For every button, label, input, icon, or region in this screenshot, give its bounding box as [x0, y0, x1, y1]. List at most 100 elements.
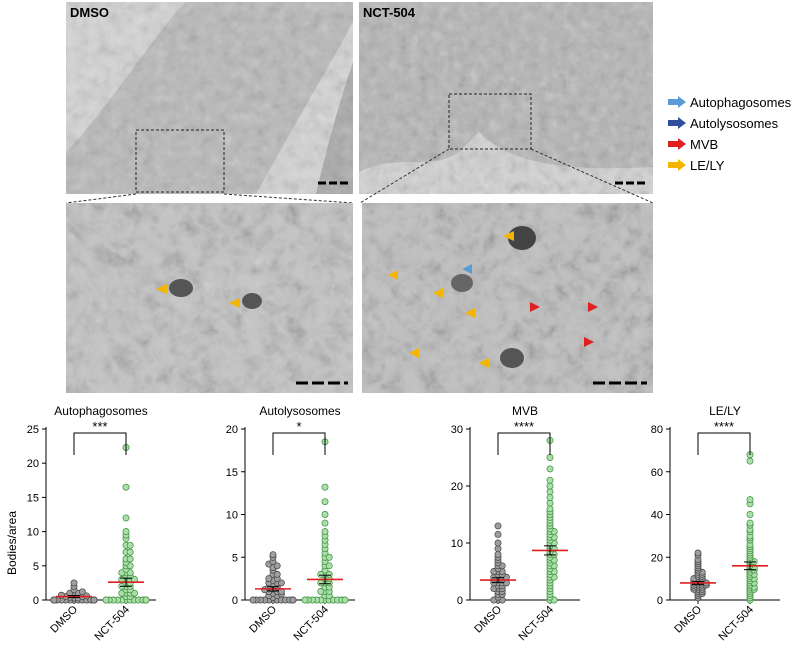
x-tick-label: NCT-504 [717, 604, 757, 644]
significance-bracket [697, 432, 751, 455]
x-tick-label: NCT-504 [292, 604, 332, 644]
data-point [70, 579, 78, 587]
data-point [325, 562, 333, 570]
data-point [142, 596, 150, 604]
y-tick-label: 10 [226, 510, 238, 522]
y-axis-label: Bodies/area [5, 511, 19, 575]
x-tick-label: NCT-504 [93, 604, 133, 644]
micrograph-nct504-overview-image [359, 2, 653, 194]
data-point [546, 499, 554, 507]
micrograph-dmso-zoom [66, 203, 353, 393]
y-tick-label: 20 [226, 424, 238, 436]
y-tick-label: 0 [657, 595, 663, 607]
data-point [325, 570, 333, 578]
data-point [694, 549, 702, 557]
data-point [126, 548, 134, 556]
y-tick-label: 5 [232, 552, 238, 564]
data-point [317, 587, 325, 595]
data-point [126, 555, 134, 563]
data-point [546, 488, 554, 496]
data-point [321, 519, 329, 527]
data-point [249, 596, 257, 604]
plot-title: Autolysosomes [259, 404, 340, 418]
data-point [50, 596, 58, 604]
arrow-right-icon [668, 138, 686, 150]
data-point [321, 528, 329, 536]
data-point [102, 596, 110, 604]
scatter-plot-2: MVB 0 10 20 30 DMSO NCT-504 **** [451, 404, 580, 643]
panel-label-nct504: NCT-504 [363, 5, 416, 20]
x-tick-label: DMSO [672, 603, 704, 635]
significance-bracket [73, 432, 127, 455]
data-point [325, 553, 333, 561]
micrograph-nct504-zoom [362, 203, 653, 393]
y-tick-label: 30 [451, 424, 463, 436]
significance-label: **** [514, 419, 534, 434]
data-point [546, 476, 554, 484]
data-point [289, 596, 297, 604]
data-point [122, 483, 130, 491]
legend-label: LE/LY [690, 157, 725, 173]
data-point [277, 579, 285, 587]
legend-item-autophagosomes: Autophagosomes [668, 92, 791, 112]
y-tick-label: 15 [226, 467, 238, 479]
data-point [126, 541, 134, 549]
arrow-right-icon [668, 117, 686, 129]
zoom-connectors [65, 148, 654, 204]
data-point [494, 545, 502, 553]
legend-item-mvb: MVB [668, 134, 791, 154]
data-point [494, 550, 502, 558]
data-point [494, 522, 502, 530]
y-tick-label: 10 [27, 527, 39, 539]
data-point [746, 519, 754, 527]
micrograph-nct504-overview: NCT-504 [359, 2, 653, 194]
legend-item-autolysosomes: Autolysosomes [668, 113, 791, 133]
legend-label: Autolysosomes [690, 115, 779, 131]
legend-item-le-ly: LE/LY [668, 155, 791, 175]
data-point [546, 493, 554, 501]
data-point [317, 570, 325, 578]
data-point [78, 588, 86, 596]
y-tick-label: 80 [651, 424, 663, 436]
plot-title: MVB [512, 404, 538, 418]
y-tick-label: 10 [451, 538, 463, 550]
scatter-plot-3: LE/LY 0 20 40 60 80 DMSO NCT-504 **** [651, 404, 780, 643]
arrow-right-icon [668, 159, 686, 171]
significance-label: **** [714, 419, 734, 434]
significance-bracket [272, 432, 326, 455]
micrograph-dmso-overview-image [66, 2, 353, 194]
arrow-right-icon [668, 96, 686, 108]
scatter-plot-1: Autolysosomes 0 5 10 15 20 DMSO NCT-504 * [226, 404, 355, 643]
data-point [546, 482, 554, 490]
micrograph-nct504-zoom-image [362, 203, 653, 393]
y-tick-label: 20 [27, 458, 39, 470]
significance-label: * [296, 419, 301, 434]
data-point [341, 596, 349, 604]
y-tick-label: 60 [651, 467, 663, 479]
data-point [321, 511, 329, 518]
micrograph-dmso-overview: DMSO [66, 2, 353, 194]
x-tick-label: DMSO [48, 603, 80, 635]
y-tick-label: 0 [232, 595, 238, 607]
organelle-legend: Autophagosomes Autolysosomes MVB LE/LY [668, 92, 791, 176]
data-point [321, 498, 329, 506]
y-tick-label: 5 [33, 561, 39, 573]
significance-bracket [497, 432, 551, 455]
plot-title: LE/LY [709, 404, 741, 418]
data-point [546, 505, 554, 513]
quantification-plots: Bodies/area Autophagosomes 0 5 10 15 20 25 DMSO… [5, 404, 780, 643]
data-point [57, 591, 65, 599]
y-tick-label: 20 [651, 552, 663, 564]
data-point [301, 596, 309, 604]
legend-label: MVB [690, 136, 719, 152]
legend-label: Autophagosomes [690, 94, 792, 110]
data-point [746, 511, 754, 518]
data-point [273, 570, 281, 578]
data-point [546, 454, 554, 461]
y-tick-label: 25 [27, 424, 39, 436]
y-tick-label: 15 [27, 492, 39, 504]
scatter-plot-0: Autophagosomes 0 5 10 15 20 25 DMSO NCT-504 *** [27, 404, 156, 643]
data-point [273, 562, 281, 570]
data-point [269, 551, 277, 559]
data-point [546, 465, 554, 473]
